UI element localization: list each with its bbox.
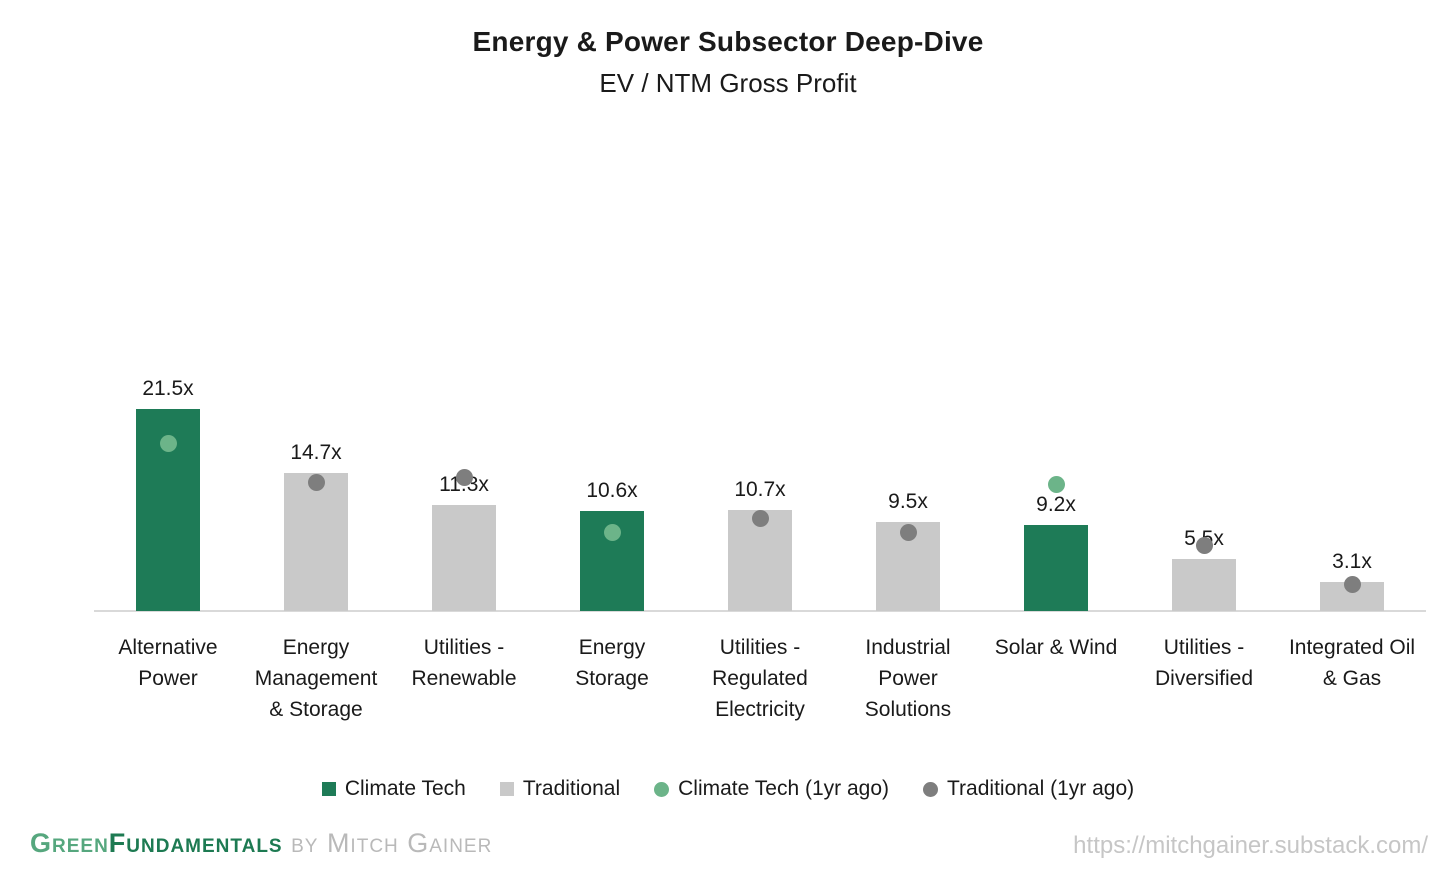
footer-url: https://mitchgainer.substack.com/ <box>1073 832 1428 859</box>
bar-value-label-utilities-regulated-electricity: 10.7x <box>734 478 786 502</box>
traditional-1yr-ago-dot-industrial-power-solutions <box>899 523 917 541</box>
plot-area: 21.5x14.7x11.3x10.6x10.7x9.5x9.2x5.5x3.1… <box>94 0 1426 612</box>
legend-label-climate-tech: Climate Tech <box>344 777 466 800</box>
bar-solar-wind <box>1024 524 1088 611</box>
climate-tech-1yr-ago-dot-alternative-power <box>159 435 177 453</box>
climate-tech-square-swatch <box>321 782 336 796</box>
x-axis-label-industrial-power-solutions: Industrial Power Solutions <box>864 636 952 721</box>
bar-value-label-alternative-power: 21.5x <box>142 376 194 400</box>
chart-title: Energy & Power Subsector Deep-Dive <box>472 26 984 57</box>
bar-value-label-energy-management-storage: 14.7x <box>290 440 342 464</box>
bar-value-label-integrated-oil-gas: 3.1x <box>1332 549 1372 573</box>
bar-utilities-diversified <box>1172 559 1236 611</box>
bar-energy-management-storage <box>284 472 348 611</box>
traditional-1yr-ago-dot-utilities-diversified <box>1195 536 1213 554</box>
legend-label-traditional-1yr: Traditional (1yr ago) <box>947 777 1135 800</box>
legend: Climate Tech Traditional Climate Tech (1… <box>0 774 1456 804</box>
traditional-square-swatch <box>499 782 514 796</box>
legend-item-climate-tech-1yr: Climate Tech (1yr ago) <box>654 777 889 801</box>
x-axis-label-solar-wind: Solar & Wind <box>994 636 1118 659</box>
x-axis-label-utilities-diversified: Utilities - Diversified <box>1154 636 1254 690</box>
brand-green-text: Green <box>30 828 109 858</box>
traditional-1yr-circle-swatch <box>923 781 938 797</box>
traditional-1yr-ago-dot-utilities-renewable <box>455 469 473 487</box>
bar-value-label-energy-storage: 10.6x <box>586 479 638 503</box>
brand-rest-text: Fundamentals <box>108 828 283 858</box>
legend-item-traditional-1yr: Traditional (1yr ago) <box>923 777 1134 801</box>
x-axis-label-utilities-regulated-electricity: Utilities - Regulated Electricity <box>712 636 808 721</box>
bar-value-label-solar-wind: 9.2x <box>1036 492 1076 516</box>
chart-subtitle: EV / NTM Gross Profit <box>599 68 857 98</box>
traditional-1yr-ago-dot-energy-management-storage <box>307 473 325 491</box>
x-axis-label-energy-management-storage: Energy Management & Storage <box>254 636 378 721</box>
legend-item-climate-tech: Climate Tech <box>321 777 466 801</box>
brand-wordmark: GreenFundamentals by Mitch Gainer <box>30 828 492 859</box>
x-axis-line <box>94 610 1426 612</box>
traditional-1yr-ago-dot-utilities-regulated-electricity <box>751 510 769 528</box>
legend-label-traditional: Traditional <box>522 777 621 800</box>
x-axis-label-energy-storage: Energy Storage <box>575 636 649 690</box>
climate-tech-1yr-circle-swatch <box>654 781 670 797</box>
x-axis-label-alternative-power: Alternative Power <box>118 636 218 690</box>
legend-item-traditional: Traditional <box>499 777 621 801</box>
climate-tech-1yr-ago-dot-solar-wind <box>1047 475 1065 493</box>
legend-label-climate-tech-1yr: Climate Tech (1yr ago) <box>678 777 889 800</box>
x-axis-label-integrated-oil-gas: Integrated Oil & Gas <box>1288 636 1416 690</box>
climate-tech-1yr-ago-dot-energy-storage <box>603 523 621 541</box>
bar-utilities-regulated-electricity <box>728 510 792 611</box>
traditional-1yr-ago-dot-integrated-oil-gas <box>1343 576 1361 594</box>
bar-value-label-industrial-power-solutions: 9.5x <box>888 489 928 513</box>
brand-byline-text: by Mitch Gainer <box>282 828 493 858</box>
x-axis-label-utilities-renewable: Utilities - Renewable <box>411 636 517 690</box>
bar-utilities-renewable <box>432 504 496 611</box>
